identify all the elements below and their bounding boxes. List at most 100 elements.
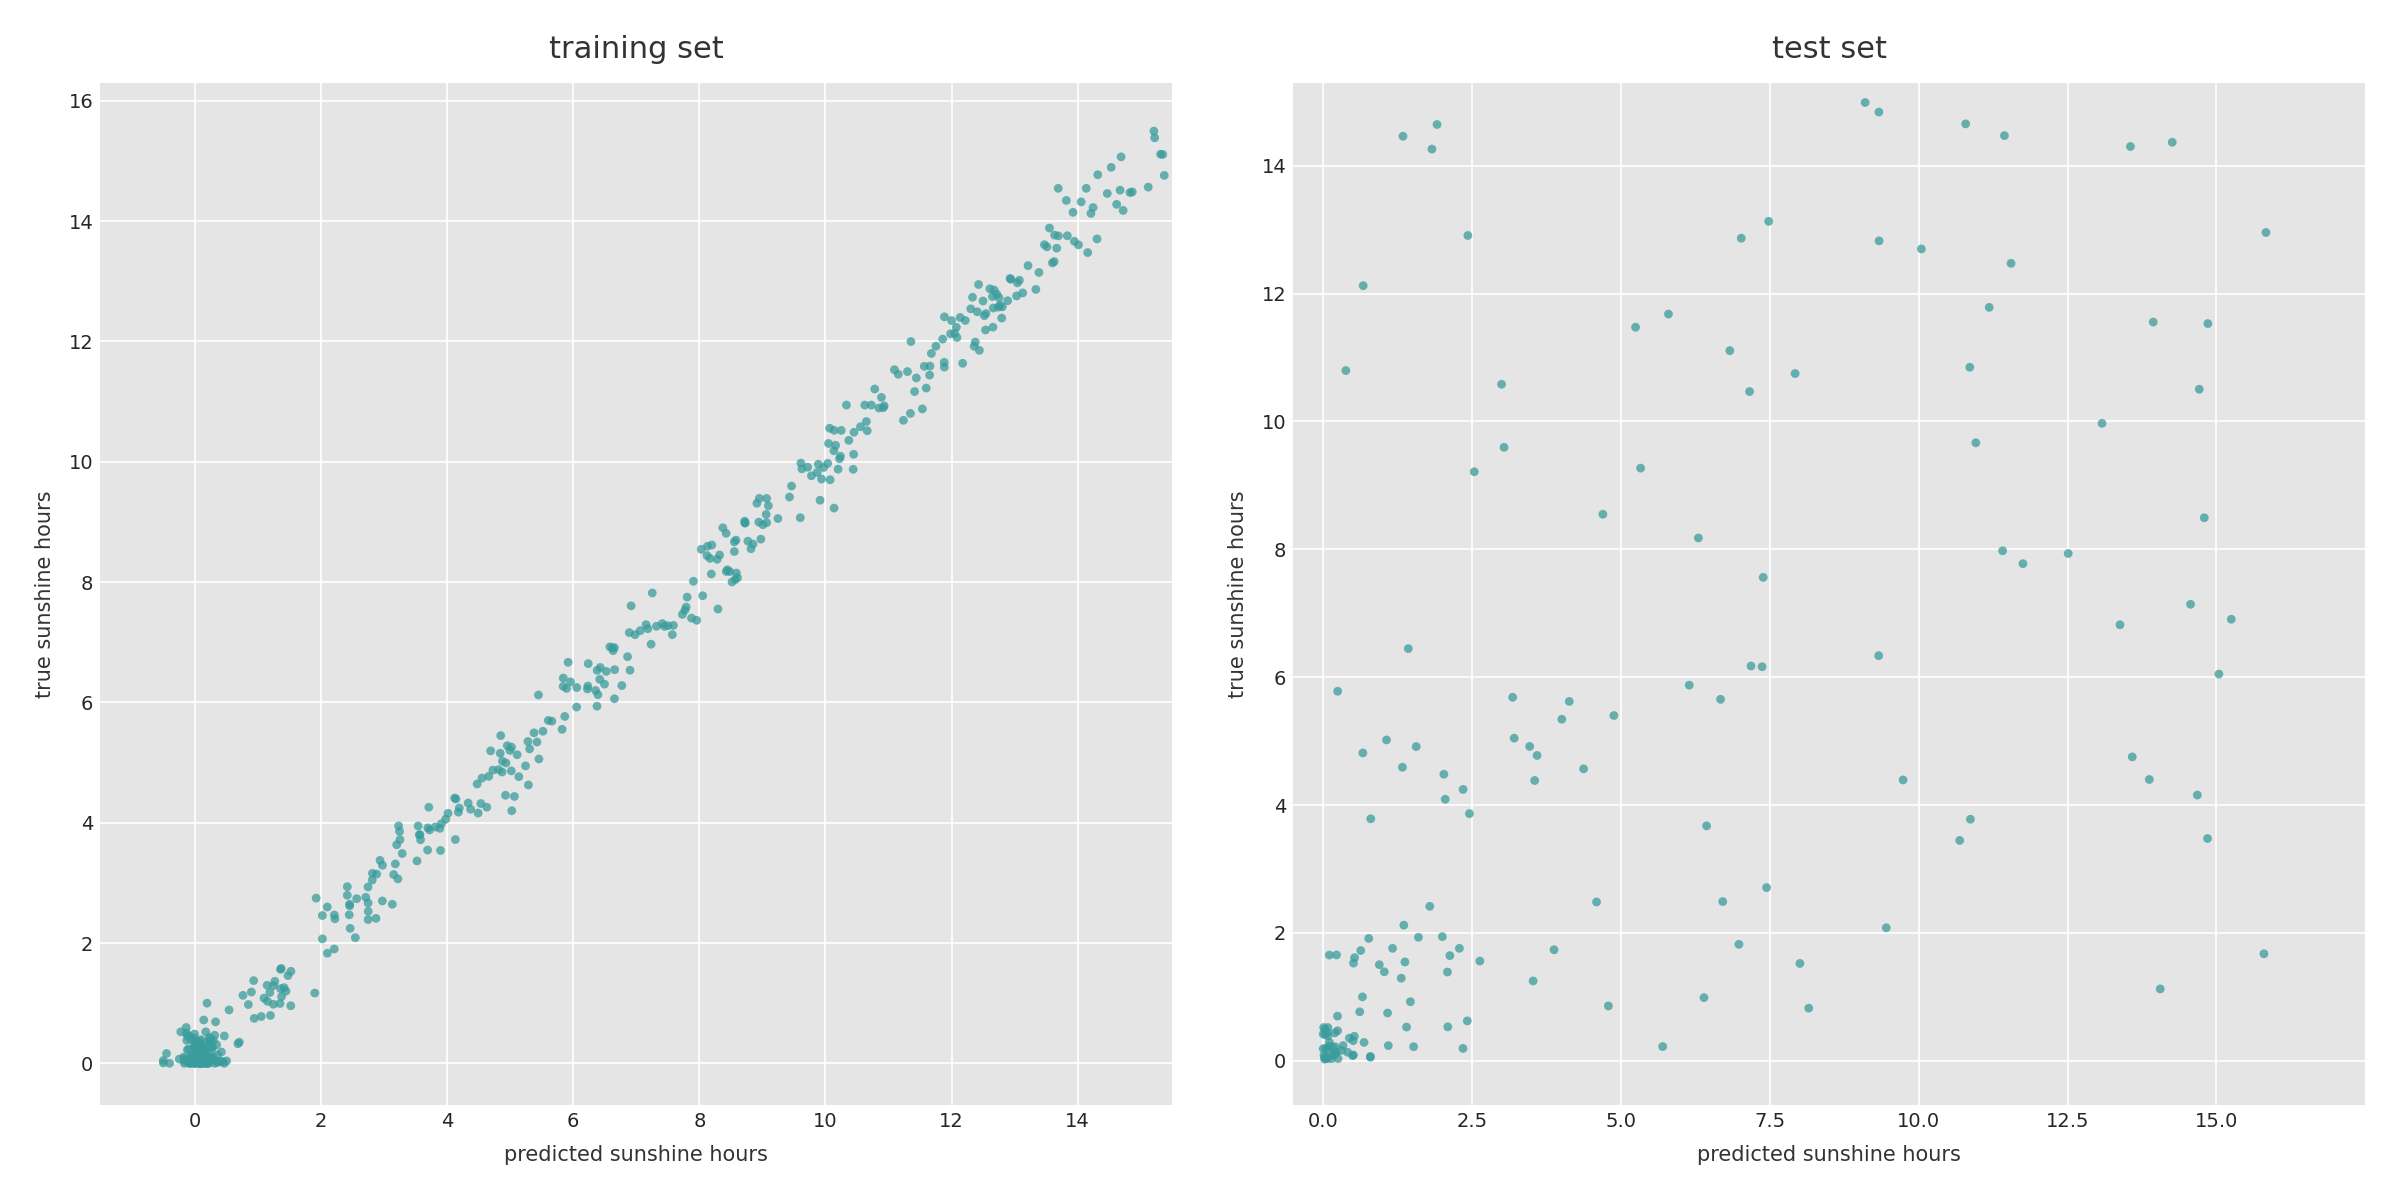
Point	[1543, 709, 1582, 728]
Point	[982, 308, 1020, 328]
Point	[398, 851, 437, 870]
Point	[422, 841, 461, 860]
Point	[1368, 1003, 1406, 1022]
Point	[979, 298, 1018, 317]
Point	[595, 689, 634, 708]
Point	[622, 622, 660, 641]
Point	[170, 1054, 209, 1073]
Point	[708, 562, 746, 581]
Point	[492, 761, 530, 780]
Point	[588, 662, 626, 682]
Point	[809, 454, 847, 473]
Point	[298, 888, 336, 907]
Point	[924, 358, 962, 377]
Point	[331, 905, 370, 924]
Point	[744, 515, 782, 534]
Point	[1385, 916, 1423, 935]
Point	[1325, 1036, 1363, 1055]
Point	[410, 798, 449, 817]
Point	[1486, 438, 1524, 457]
Point	[814, 442, 852, 461]
Point	[578, 661, 617, 680]
Point	[864, 396, 902, 415]
Point	[718, 530, 756, 550]
Point	[437, 830, 475, 850]
Point	[185, 1054, 223, 1073]
Point	[1351, 1048, 1390, 1067]
Point	[353, 870, 391, 889]
Point	[187, 1032, 226, 1051]
Point	[862, 388, 900, 407]
Point	[979, 288, 1018, 307]
Point	[804, 458, 842, 478]
Point	[180, 1054, 218, 1073]
Point	[698, 550, 737, 569]
Point	[2179, 786, 2218, 805]
Point	[1334, 954, 1373, 973]
Point	[878, 365, 917, 384]
Point	[1418, 115, 1457, 134]
Point	[698, 599, 737, 618]
Point	[168, 1051, 206, 1070]
Point	[187, 1054, 226, 1073]
Point	[2112, 137, 2150, 156]
Point	[593, 638, 631, 658]
Point	[185, 1010, 223, 1030]
Point	[401, 830, 439, 850]
Point	[182, 1051, 221, 1070]
Point	[593, 641, 631, 660]
Point	[180, 1032, 218, 1051]
Point	[2189, 314, 2227, 334]
Point	[1313, 1046, 1351, 1066]
Point	[209, 1001, 247, 1020]
Point	[480, 760, 518, 779]
Point	[372, 895, 410, 914]
Point	[737, 493, 775, 512]
Point	[542, 720, 581, 739]
Point	[1018, 280, 1056, 299]
Point	[888, 362, 926, 382]
Point	[1058, 235, 1097, 254]
Point	[178, 1046, 216, 1066]
Point	[938, 328, 977, 347]
Point	[1394, 1037, 1433, 1056]
Point	[1430, 946, 1469, 965]
Point	[792, 466, 830, 485]
Point	[917, 337, 955, 356]
Point	[811, 419, 850, 438]
Point	[509, 775, 547, 794]
Point	[182, 1052, 221, 1072]
Point	[1025, 235, 1063, 254]
Point	[194, 1026, 233, 1045]
Point	[182, 1052, 221, 1072]
Point	[746, 488, 785, 508]
Point	[653, 625, 691, 644]
Point	[175, 1036, 214, 1055]
Point	[1454, 462, 1493, 481]
Point	[492, 738, 530, 757]
Point	[204, 1054, 242, 1073]
Point	[175, 1038, 214, 1057]
Point	[715, 533, 754, 552]
Point	[1411, 896, 1450, 916]
Point	[401, 826, 439, 845]
Point	[173, 1030, 211, 1049]
Point	[182, 1037, 221, 1056]
Point	[1946, 114, 1985, 133]
Point	[314, 940, 353, 959]
Point	[1790, 998, 1829, 1018]
Point	[187, 1045, 226, 1064]
Point	[1750, 211, 1788, 230]
Point	[811, 470, 850, 490]
Point	[842, 418, 881, 437]
Point	[905, 356, 943, 376]
Point	[2050, 544, 2088, 563]
Point	[144, 1054, 182, 1073]
Point	[166, 1048, 204, 1067]
Point	[254, 995, 293, 1014]
Point	[175, 1033, 214, 1052]
Point	[1142, 145, 1181, 164]
Point	[1078, 229, 1116, 248]
Point	[175, 1049, 214, 1068]
Point	[218, 1034, 257, 1054]
